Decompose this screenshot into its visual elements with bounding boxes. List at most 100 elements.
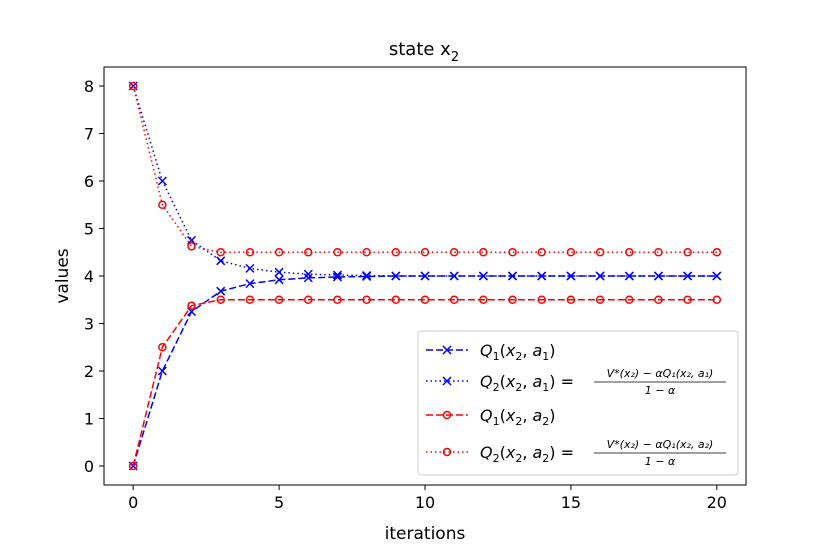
y-axis-label: values bbox=[53, 248, 73, 303]
data-point bbox=[712, 271, 722, 281]
series-line bbox=[132, 299, 717, 467]
data-point bbox=[391, 295, 401, 304]
series-line bbox=[132, 85, 717, 277]
data-point bbox=[566, 271, 576, 281]
x-tick-label: 0 bbox=[128, 493, 138, 512]
legend-label: Q1(x2, a1) bbox=[480, 341, 556, 363]
data-point bbox=[333, 295, 342, 304]
y-tick-label: 8 bbox=[84, 77, 94, 96]
y-tick-label: 0 bbox=[84, 457, 94, 476]
data-point bbox=[537, 248, 546, 257]
legend-label: Q2(x2, a1) = bbox=[480, 372, 574, 394]
y-tick-label: 5 bbox=[84, 220, 94, 239]
data-point bbox=[508, 295, 517, 304]
data-point bbox=[362, 270, 372, 281]
data-point bbox=[274, 267, 284, 277]
legend-marker bbox=[442, 447, 452, 457]
data-point bbox=[449, 271, 459, 281]
data-point bbox=[420, 248, 430, 257]
data-point bbox=[303, 269, 313, 279]
legend: Q1(x2, a1) Q2(x2, a1) = V*(x₂) − αQ₁(x₂, a… bbox=[417, 330, 739, 476]
data-point bbox=[216, 248, 225, 257]
data-point bbox=[332, 270, 342, 280]
legend-item-1: Q1(x2, a1) bbox=[426, 341, 556, 363]
y-tick-label: 7 bbox=[84, 125, 94, 144]
data-point bbox=[157, 366, 167, 376]
series-4 bbox=[128, 81, 722, 257]
data-point bbox=[245, 263, 255, 273]
x-tick-label: 5 bbox=[274, 493, 284, 512]
legend-item-2: Q2(x2, a1) = V*(x₂) − αQ₁(x₂, a₁) 1 − α bbox=[426, 367, 726, 397]
data-point bbox=[537, 271, 547, 281]
data-point bbox=[216, 286, 226, 296]
data-point bbox=[449, 248, 459, 257]
legend-marker bbox=[442, 376, 452, 386]
data-point bbox=[537, 295, 546, 304]
data-point bbox=[187, 301, 196, 310]
data-point bbox=[333, 248, 342, 257]
x-tick-label: 10 bbox=[415, 493, 435, 512]
y-tick-label: 1 bbox=[84, 410, 94, 429]
data-point bbox=[158, 343, 167, 352]
data-point bbox=[478, 271, 488, 281]
data-point bbox=[508, 248, 517, 257]
data-point bbox=[274, 275, 284, 285]
legend-box bbox=[417, 330, 739, 476]
data-point bbox=[128, 461, 138, 471]
data-point bbox=[595, 295, 605, 304]
series-layer bbox=[128, 81, 722, 471]
data-point bbox=[479, 295, 488, 304]
y-tick-label: 3 bbox=[84, 315, 94, 334]
data-point bbox=[683, 248, 692, 257]
data-point bbox=[625, 248, 634, 257]
legend-fraction-numerator: V*(x₂) − αQ₁(x₂, a₁) bbox=[607, 367, 714, 380]
data-point bbox=[654, 248, 663, 257]
data-point bbox=[216, 256, 226, 266]
data-point bbox=[595, 248, 605, 257]
data-point bbox=[595, 271, 605, 281]
data-point bbox=[508, 271, 518, 281]
legend-marker bbox=[442, 410, 452, 420]
legend-marker bbox=[442, 345, 452, 355]
ticks-layer: 0 5 10 15 20 0 1 2 3 4 5 6 7 8 bbox=[84, 77, 727, 512]
data-point bbox=[274, 295, 284, 304]
data-point bbox=[274, 248, 284, 257]
legend-fraction-denominator: 1 − α bbox=[645, 455, 676, 468]
data-point bbox=[157, 176, 167, 186]
y-tick-label: 4 bbox=[84, 267, 94, 286]
data-point bbox=[566, 248, 576, 257]
data-point bbox=[187, 242, 196, 251]
data-point bbox=[683, 295, 692, 304]
data-point bbox=[391, 248, 401, 257]
data-point bbox=[683, 271, 693, 281]
series-line bbox=[132, 85, 717, 253]
data-point bbox=[245, 248, 255, 257]
data-point bbox=[420, 295, 430, 304]
data-point bbox=[303, 273, 313, 283]
data-point bbox=[653, 271, 663, 281]
legend-item-3: Q1(x2, a2) bbox=[426, 406, 556, 428]
data-point bbox=[362, 248, 371, 257]
data-point bbox=[216, 295, 225, 304]
legend-label: Q1(x2, a2) bbox=[480, 406, 556, 428]
data-point bbox=[654, 295, 663, 304]
data-point bbox=[712, 248, 722, 257]
data-point bbox=[128, 81, 138, 91]
y-tick-label: 6 bbox=[84, 172, 94, 191]
data-point bbox=[245, 279, 255, 289]
x-axis-label: iterations bbox=[385, 524, 466, 544]
legend-item-4: Q2(x2, a2) = V*(x₂) − αQ₁(x₂, a₂) 1 − α bbox=[426, 438, 726, 468]
data-point bbox=[391, 271, 401, 281]
chart-title: state x2 bbox=[389, 39, 459, 65]
legend-label: Q2(x2, a2) = bbox=[480, 443, 574, 465]
data-point bbox=[362, 295, 371, 304]
legend-fraction-numerator: V*(x₂) − αQ₁(x₂, a₂) bbox=[607, 438, 714, 451]
data-point bbox=[420, 271, 430, 281]
data-point bbox=[304, 295, 313, 304]
data-point bbox=[304, 248, 313, 257]
data-point bbox=[479, 248, 488, 257]
y-tick-label: 2 bbox=[84, 362, 94, 381]
data-point bbox=[566, 295, 576, 304]
data-point bbox=[712, 295, 722, 304]
